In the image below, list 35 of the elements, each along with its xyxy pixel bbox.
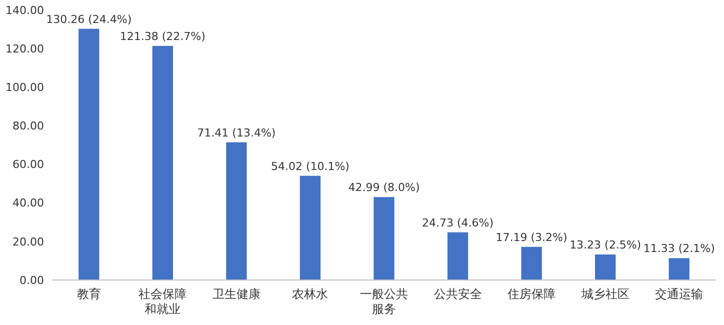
- y-tick-label: 0.00: [20, 274, 44, 287]
- y-tick-label: 140.00: [6, 4, 44, 17]
- data-label: 24.73 (4.6%): [422, 216, 494, 230]
- data-label: 54.02 (10.1%): [270, 160, 350, 173]
- y-tick-label: 100.00: [6, 80, 44, 94]
- y-tick-label: 120.00: [6, 42, 44, 56]
- x-tick-label: 城乡社区: [580, 287, 630, 301]
- data-label: 11.33 (2.1%): [643, 242, 715, 256]
- bar: [374, 197, 394, 280]
- x-tick-label: 卫生健康: [212, 287, 260, 301]
- data-label: 17.19 (3.2%): [496, 230, 568, 244]
- bar: [668, 258, 690, 280]
- bar: [78, 28, 100, 280]
- data-label: 121.38 (22.7%): [120, 30, 206, 43]
- x-tick-label: 农林水: [292, 287, 328, 301]
- x-tick-label: 社会保障和就业: [138, 287, 187, 316]
- data-label: 42.99 (8.0%): [348, 181, 420, 194]
- bar: [300, 176, 321, 280]
- x-tick-label: 教育: [76, 287, 101, 301]
- data-label: 130.26 (24.4%): [46, 12, 132, 26]
- y-tick-label: 60.00: [12, 158, 44, 172]
- y-tick-label: 80.00: [12, 120, 44, 133]
- bar: [447, 232, 468, 280]
- bar: [595, 254, 616, 280]
- x-tick-label: 公共安全: [434, 287, 482, 301]
- data-label: 71.41 (13.4%): [197, 126, 276, 140]
- x-tick-label: 交通运输: [655, 287, 704, 301]
- bar: [152, 46, 173, 280]
- y-tick-label: 20.00: [12, 235, 44, 248]
- y-tick-label: 40.00: [12, 196, 44, 210]
- bar: [226, 142, 247, 280]
- x-tick-label: 住房保障: [506, 287, 556, 301]
- bar: [521, 246, 542, 280]
- data-label: 13.23 (2.5%): [570, 238, 642, 252]
- x-tick-label: 一般公共服务: [360, 287, 408, 316]
